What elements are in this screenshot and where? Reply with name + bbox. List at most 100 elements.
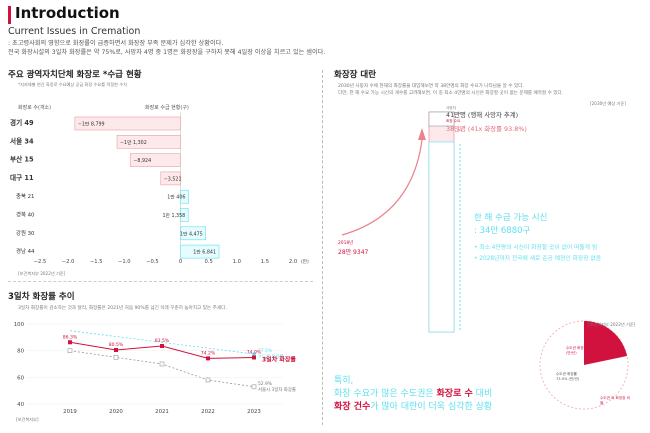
bar <box>160 171 181 186</box>
x-tick-label: 2022 <box>201 409 215 415</box>
series-point-label: 74.2% <box>201 350 216 356</box>
bar <box>116 134 181 149</box>
closing-line-2a: 화장 수요가 많은 수도권은 <box>334 389 437 399</box>
pie-red-label: 수도권 화장률 26.5% (만/년) <box>566 346 600 355</box>
supply-caption-line1: 한 해 수급 가능 시신 <box>474 213 548 223</box>
page-subtitle: Current Issues in Cremation <box>8 26 141 37</box>
supply-bar-chart: 경기 49 −1만 8,799 서울 34 −1만 1,302 부산 15 −8,924 대… <box>10 112 309 265</box>
y-tick-label: 100 <box>14 322 25 328</box>
bar-category-label: 강원 30 <box>16 229 35 237</box>
x-tick-label: 2019 <box>63 409 77 415</box>
column-label-right: 화장로 수급 현황(구) <box>145 105 189 111</box>
description-line-2: 전국 화장시설의 3일차 화장률은 약 75%로, 사망자 4명 중 1명은 화… <box>8 49 326 56</box>
bar-category-label: 경남 44 <box>16 247 35 255</box>
demand-value: 38만명 (41x 화장률 93.8%) <box>446 125 527 133</box>
bar-category-label: 경북 40 <box>16 212 35 219</box>
closing-statement: 특히, 화장 수요가 많은 수도권은 화장로 수 대비 화장 건수가 많아 대란… <box>334 375 492 414</box>
x-tick-label: 2021 <box>155 409 169 415</box>
year-value: 28만 9347 <box>338 249 369 256</box>
pie-side-label: 수도권 외 화장장 비율 <box>600 396 630 405</box>
crisis-source: [2030년 예상 기준] <box>590 101 626 106</box>
bar-category-label: 충북 21 <box>16 192 35 200</box>
bar <box>180 226 207 241</box>
bar <box>180 244 220 259</box>
bar-category-label: 서울 34 <box>10 136 34 145</box>
series-point-gray <box>251 384 257 390</box>
bar-category-label: 부산 15 <box>10 155 34 164</box>
x-tick-label: 0.5 <box>205 259 213 265</box>
year-label: 2018년 <box>338 241 354 246</box>
x-tick-label: 1.0 <box>233 259 241 265</box>
pie-center-small: 수도권 화장률 <box>556 372 577 376</box>
gray-value-label: 52.9% <box>258 381 272 387</box>
closing-line-2: 화장 수요가 많은 수도권은 화장로 수 대비 <box>334 388 492 401</box>
series-point-red <box>206 356 210 361</box>
pie-source: [보건복지부 2022년 기준] <box>588 322 636 327</box>
series-line-gray <box>69 350 255 388</box>
series-point-label: 80.5% <box>109 342 124 348</box>
line-chart-description: 3일차 화장률이 감소하는 것과 달리, 화장률은 2021년 처음 90%를 … <box>18 306 227 311</box>
supply-caption-line2: : 34만 6880구 <box>474 226 531 236</box>
closing-line-3a: 화장 건수 <box>334 402 371 412</box>
x-tick-label: −0.5 <box>146 259 159 265</box>
series-point-red <box>160 344 164 348</box>
bar-value-label: −8,924 <box>133 158 151 164</box>
title-accent-bar <box>8 6 11 24</box>
supply-chart-title: 주요 광역자치단체 화장로 *수급 현황 <box>8 70 142 80</box>
vertical-divider <box>322 70 323 425</box>
bar-value-label: 1만 1,358 <box>162 212 185 219</box>
x-tick-label: 2020 <box>109 409 123 415</box>
cyan-series-name: 수도권 화장률 <box>258 353 284 360</box>
x-axis-unit: (만) <box>301 258 309 265</box>
x-tick-label: 2.0 <box>289 259 297 265</box>
cremation-line-chart: 40 60 80 100 2019 2020 2021 2022 2023 86.3% 80.5% 8… <box>14 322 297 423</box>
deaths-value: 41만명 (행해 사망자 추계) <box>446 111 519 119</box>
cremation-demand-graphic <box>341 111 629 410</box>
series-point-red <box>68 340 72 345</box>
crisis-title: 화장장 대란 <box>334 70 377 80</box>
series-point-gray <box>159 361 165 367</box>
bar-value-label: −1만 8,799 <box>78 121 105 128</box>
line-chart-source: [보건복지부] <box>16 416 39 423</box>
bar-value-label: 1만 6,841 <box>193 249 216 256</box>
bar-category-label: 경기 49 <box>10 118 34 127</box>
closing-line-3: 화장 건수가 많아 대란이 더욱 심각한 상황 <box>334 401 492 414</box>
x-tick-label: −2.5 <box>34 259 47 265</box>
page-title: Introduction <box>15 4 120 22</box>
description-line-1: : 초고령사회의 영향으로 화장률이 급증하면서 화장장 부족 문제가 심각한 … <box>8 40 224 47</box>
bullet-1-text: 최소 4만명의 시신이 화장할 곳이 없어 떠돌게 됨 <box>479 245 598 251</box>
bullet-2: • 2028년까지 전국에 새로 준공 예정인 화장장 없음 <box>474 256 602 262</box>
series-point-label: 83.5% <box>155 338 170 344</box>
y-tick-label: 80 <box>17 349 24 355</box>
x-tick-label: −1.5 <box>90 259 103 265</box>
bullet-2-text: 2028년까지 전국에 새로 준공 예정인 화장장 없음 <box>479 256 602 262</box>
series-point-cyan <box>252 352 256 356</box>
x-tick-label: −2.0 <box>62 259 75 265</box>
bar-value-label: −1만 1,302 <box>120 139 147 146</box>
y-tick-label: 60 <box>17 375 24 381</box>
x-tick-label: −1.0 <box>118 259 131 265</box>
series-line-cyan <box>69 330 255 355</box>
bullet-1: • 최소 4만명의 시신이 화장할 곳이 없어 떠돌게 됨 <box>474 245 598 251</box>
gray-series-name: 서울시 3일차 화장률 <box>258 386 296 393</box>
series-point-label: 86.3% <box>63 334 78 340</box>
horizontal-divider <box>8 281 313 282</box>
line-chart-title: 3일차 화장률 추이 <box>8 292 75 302</box>
bar-category-label: 대구 11 <box>10 173 34 182</box>
bar <box>180 208 189 222</box>
supply-chart-note: *지자체별 연간 화장로 수요예상 공급 화장 수요를 적정한 수치 <box>18 82 128 87</box>
bar-value-label: 1만 4,475 <box>180 230 203 237</box>
pie-center-value: 73.5% (만/년) <box>556 377 580 381</box>
page-description: : 초고령사회의 영향으로 화장률이 급증하면서 화장장 부족 문제가 심각한 … <box>8 39 438 57</box>
series-point-red <box>252 355 256 360</box>
closing-line-2b: 화장로 수 <box>436 389 473 399</box>
series-point-gray <box>67 348 73 353</box>
supply-column <box>428 141 455 333</box>
x-tick-label: 0 <box>179 259 182 265</box>
bar <box>74 116 181 131</box>
y-tick-label: 40 <box>17 402 24 408</box>
series-point-label: 74.9% <box>247 349 262 355</box>
closing-line-3b: 가 많아 대란이 더욱 심각한 상황 <box>370 402 493 412</box>
x-tick-label: 2023 <box>247 409 261 415</box>
bar-value-label: −3,521 <box>164 176 182 182</box>
